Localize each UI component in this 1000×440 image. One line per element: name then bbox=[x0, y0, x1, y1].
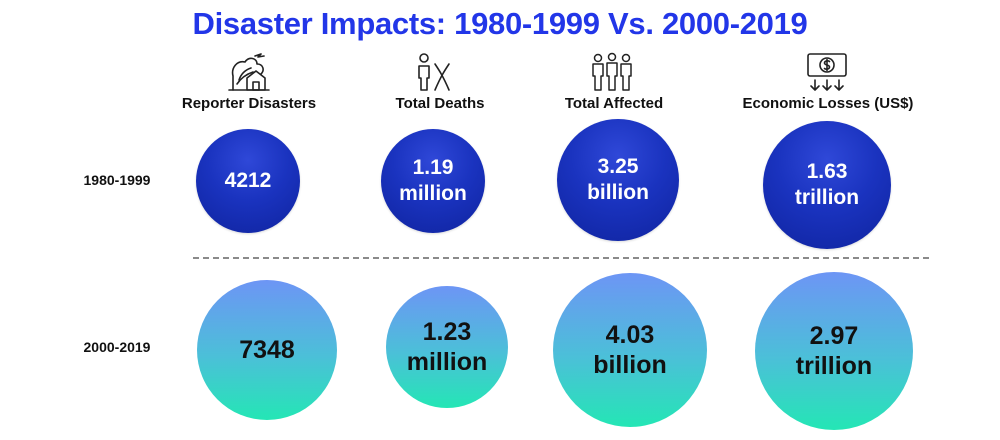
value-unit: billion bbox=[593, 351, 667, 379]
value-circle-2000-2019-affected: 4.03 billion bbox=[553, 273, 707, 427]
value-circle-2000-2019-disasters: 7348 bbox=[197, 280, 337, 420]
row-label-2000-2019: 2000-2019 bbox=[83, 339, 151, 355]
value-circle-1980-1999-deaths: 1.19 million bbox=[381, 129, 485, 233]
chart-title: Disaster Impacts: 1980-1999 Vs. 2000-201… bbox=[192, 6, 808, 41]
value-unit: million bbox=[406, 348, 488, 376]
person-death-icon bbox=[411, 50, 455, 94]
value-number: 4212 bbox=[224, 169, 272, 193]
people-group-icon bbox=[590, 50, 634, 94]
period-divider bbox=[193, 257, 929, 259]
value-circle-2000-2019-losses: 2.97 trillion bbox=[755, 272, 913, 430]
value-circle-2000-2019-deaths: 1.23 million bbox=[386, 286, 508, 408]
value-number: 3.25 bbox=[597, 155, 639, 179]
column-label-total-affected: Total Affected bbox=[564, 95, 664, 112]
value-number: 1.23 bbox=[422, 317, 472, 346]
value-number: 2.97 bbox=[809, 321, 859, 350]
value-circle-1980-1999-disasters: 4212 bbox=[196, 129, 300, 233]
value-unit: million bbox=[399, 182, 467, 205]
value-number: 4.03 bbox=[605, 320, 655, 349]
value-circle-1980-1999-affected: 3.25 billion bbox=[557, 119, 679, 241]
value-unit: billion bbox=[587, 181, 649, 204]
value-number: 1.19 bbox=[412, 156, 454, 180]
value-circle-1980-1999-losses: 1.63 trillion bbox=[763, 121, 891, 249]
value-unit: trillion bbox=[794, 186, 860, 209]
value-number: 1.63 bbox=[806, 160, 848, 184]
column-label-economic-losses: Economic Losses (US$) bbox=[742, 95, 914, 112]
column-label-reporter-disasters: Reporter Disasters bbox=[181, 95, 317, 112]
column-label-total-deaths: Total Deaths bbox=[395, 95, 485, 112]
row-label-1980-1999: 1980-1999 bbox=[83, 172, 151, 188]
value-number: 7348 bbox=[239, 335, 295, 364]
house-storm-icon bbox=[227, 50, 271, 94]
value-unit: trillion bbox=[795, 352, 873, 380]
money-loss-icon bbox=[805, 50, 849, 94]
